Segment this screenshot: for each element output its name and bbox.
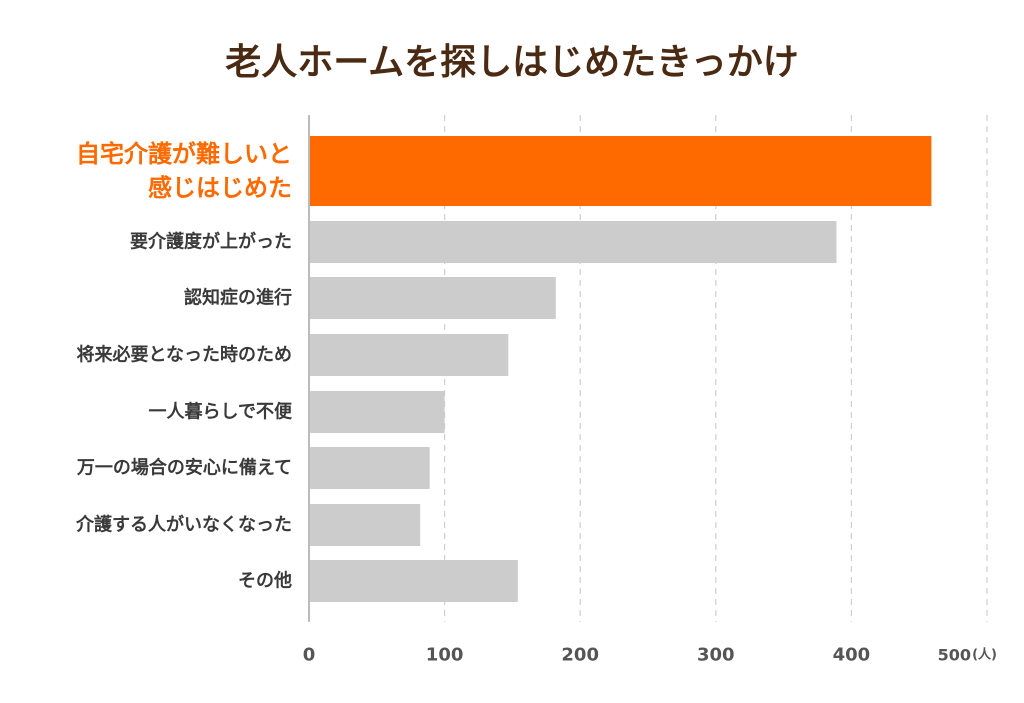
bar-4: [310, 391, 445, 433]
x-tick-label-5: 500: [938, 646, 971, 665]
x-axis-unit: (人): [972, 647, 997, 663]
category-label-7: その他: [238, 570, 292, 592]
bar-3: [310, 334, 509, 376]
bar-1: [310, 221, 837, 263]
category-label-0-line-1: 感じはじめた: [148, 174, 292, 202]
bar-7: [310, 560, 518, 602]
x-tick-label-0: 0: [303, 645, 316, 666]
category-label-0-line-0: 自宅介護が難しいと: [76, 140, 292, 168]
x-tick-label-3: 300: [697, 645, 735, 666]
category-label-1: 要介護度が上がった: [130, 231, 292, 253]
chart-title: 老人ホームを探しはじめたきっかけ: [225, 42, 798, 83]
bar-6: [310, 504, 421, 546]
bar-2: [310, 277, 556, 319]
category-label-4: 一人暮らしで不便: [149, 401, 293, 423]
grid-lines: [308, 115, 988, 622]
category-label-5: 万一の場合の安心に備えて: [76, 457, 292, 479]
x-axis-ticks: 0 100 200 300 400 500 (人): [303, 645, 997, 666]
bar-0: [310, 136, 932, 206]
bar-5: [310, 447, 430, 489]
x-tick-label-1: 100: [426, 645, 464, 666]
bars: [310, 136, 932, 602]
x-tick-label-4: 400: [833, 645, 871, 666]
category-label-2: 認知症の進行: [184, 287, 292, 309]
x-tick-label-2: 200: [561, 645, 599, 666]
category-label-3: 将来必要となった時のため: [77, 344, 292, 366]
category-label-6: 介護する人がいなくなった: [75, 514, 292, 536]
category-labels: 自宅介護が難しいと感じはじめた要介護度が上がった認知症の進行将来必要となった時の…: [75, 140, 293, 592]
